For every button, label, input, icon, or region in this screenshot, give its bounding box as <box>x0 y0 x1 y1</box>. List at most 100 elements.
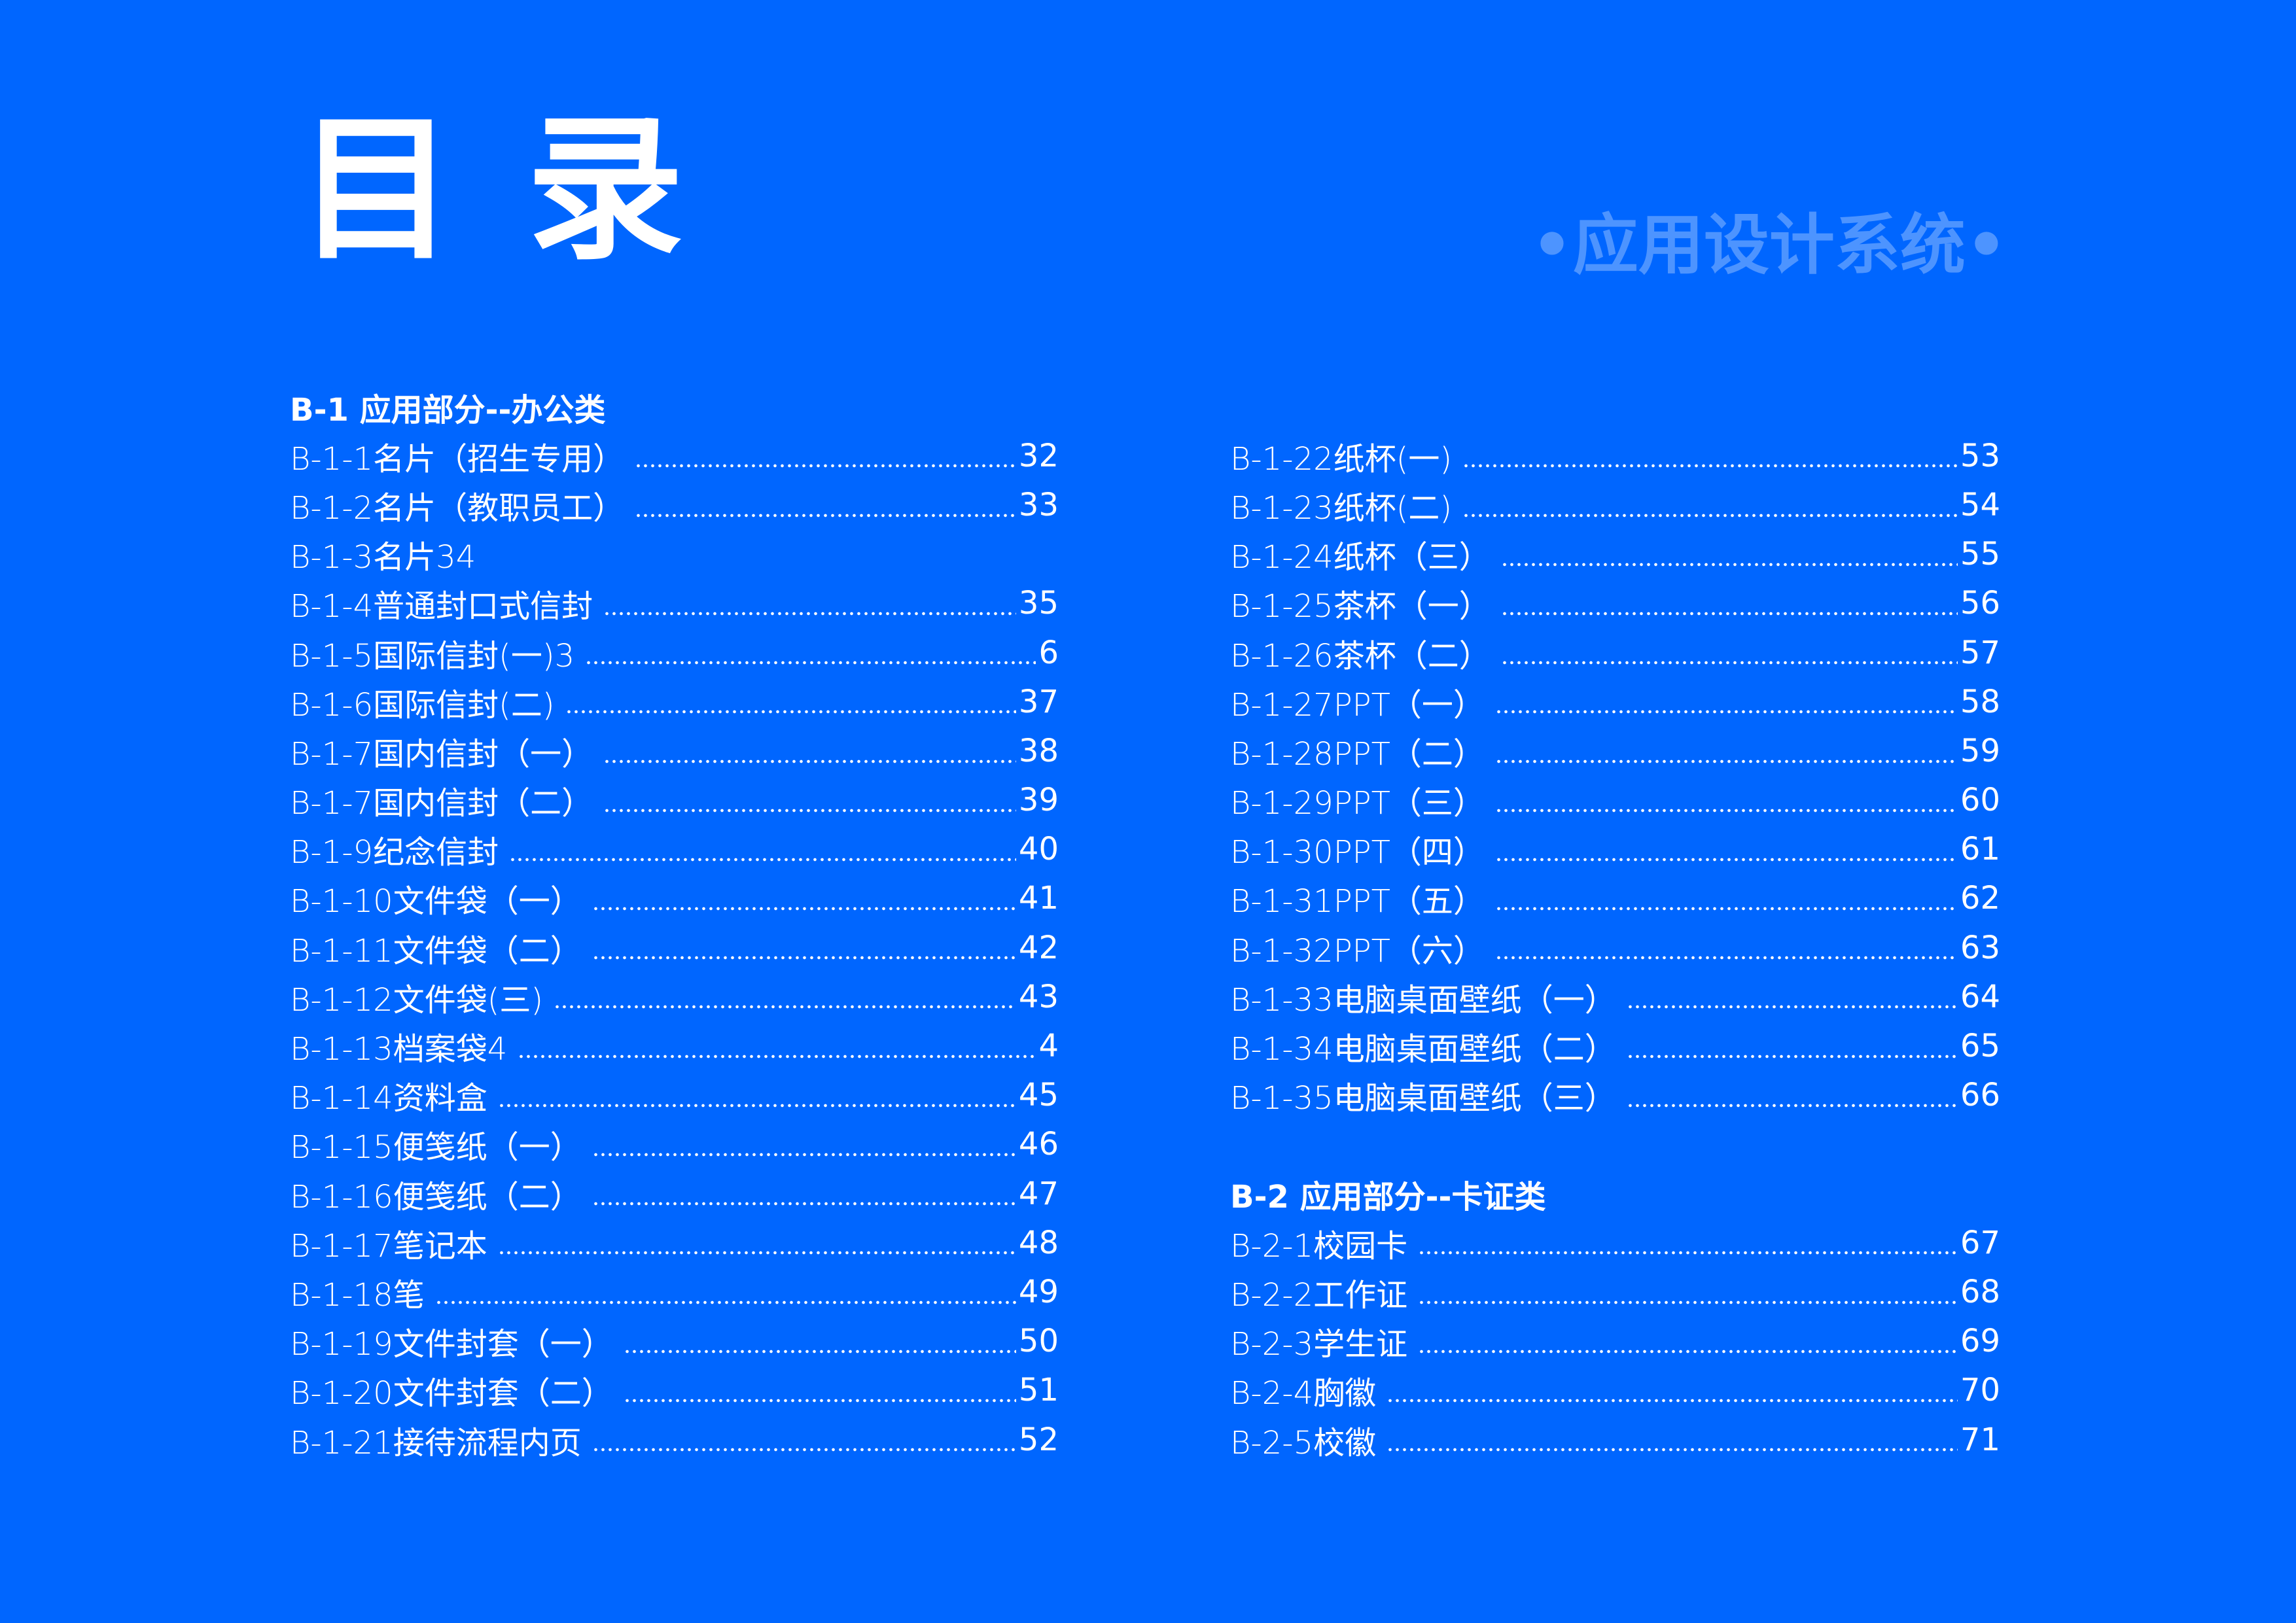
toc-entry-label: B-1-22纸杯(一) <box>1230 440 1453 478</box>
toc-entry[interactable]: B-1-35电脑桌面壁纸（三） 66 <box>1230 1071 2000 1120</box>
dot-leader <box>1386 1376 1958 1403</box>
toc-entry-page: 32 <box>1018 437 1059 474</box>
toc-entry-label: B-1-14资料盒 <box>290 1080 487 1117</box>
toc-entry-page: 33 <box>1018 486 1059 523</box>
toc-entry-page: 47 <box>1018 1175 1059 1212</box>
toc-entry[interactable]: B-1-17笔记本 48 <box>290 1218 1059 1267</box>
toc-entry-label: B-1-17笔记本 <box>290 1227 487 1265</box>
toc-entry[interactable]: B-1-5国际信封(一)3 6 <box>290 628 1059 677</box>
toc-entry-label: B-2-2工作证 <box>1230 1276 1408 1314</box>
toc-entry[interactable]: B-1-13档案袋4 4 <box>290 1021 1059 1070</box>
toc-entry[interactable]: B-1-2名片（教职员工） 33 <box>290 480 1059 529</box>
page-title: 目录 <box>298 98 756 281</box>
toc-entry[interactable]: B-1-14资料盒 45 <box>290 1071 1059 1120</box>
toc-entry-page: 50 <box>1018 1323 1059 1360</box>
toc-entry[interactable]: B-1-27PPT（一） 58 <box>1230 677 2000 726</box>
toc-entry-page: 62 <box>1960 880 2000 917</box>
toc-entry[interactable]: B-1-3名片34 <box>290 530 1059 579</box>
spacer <box>1230 1120 2000 1169</box>
toc-entry-page: 38 <box>1018 732 1059 769</box>
toc-entry-label: B-1-10文件袋（一） <box>290 883 582 920</box>
toc-column-right: B-1-22纸杯(一) 53 B-1-23纸杯(二) 54 B-1-24纸杯（三） 55 B… <box>1230 382 2000 1464</box>
toc-entry-label: B-1-29PPT（三） <box>1230 785 1485 822</box>
toc-entry-page: 42 <box>1018 929 1059 966</box>
dot-leader <box>635 442 1016 469</box>
dot-leader <box>1500 540 1958 567</box>
toc-entry[interactable]: B-1-9纪念信封 40 <box>290 825 1059 874</box>
toc-entry[interactable]: B-1-32PPT（六） 63 <box>1230 923 2000 972</box>
toc-entry-page: 67 <box>1960 1224 2000 1261</box>
toc-entry-page: 6 <box>1038 634 1059 671</box>
toc-entry-label: B-1-12文件袋(三) <box>290 981 544 1019</box>
toc-entry[interactable]: B-2-5校徽 71 <box>1230 1415 2000 1464</box>
dot-leader <box>565 688 1016 715</box>
toc-entry[interactable]: B-1-25茶杯（一） 56 <box>1230 579 2000 628</box>
toc-entry[interactable]: B-1-23纸杯(二) 54 <box>1230 480 2000 529</box>
dot-leader <box>1494 786 1958 813</box>
dot-leader <box>554 983 1016 1010</box>
toc-entry[interactable]: B-1-6国际信封(二) 37 <box>290 677 1059 726</box>
toc-entry[interactable]: B-1-26茶杯（二） 57 <box>1230 628 2000 677</box>
dot-leader <box>592 934 1016 961</box>
toc-entry-page: 4 <box>1038 1028 1059 1065</box>
toc-entry-label: B-1-20文件封套（二） <box>290 1375 613 1412</box>
toc-entry[interactable]: B-1-11文件袋（二） 42 <box>290 923 1059 972</box>
dot-leader <box>585 639 1036 666</box>
toc-entry[interactable]: B-2-2工作证 68 <box>1230 1267 2000 1316</box>
toc-entry[interactable]: B-1-22纸杯(一) 53 <box>1230 431 2000 480</box>
toc-entry[interactable]: B-1-4普通封口式信封 35 <box>290 579 1059 628</box>
toc-entry[interactable]: B-1-28PPT（二） 59 <box>1230 726 2000 775</box>
toc-entry[interactable]: B-1-24纸杯（三） 55 <box>1230 530 2000 579</box>
toc-entry[interactable]: B-1-30PPT（四） 61 <box>1230 825 2000 874</box>
toc-column-left: B-1 应用部分--办公类 B-1-1名片（招生专用） 32 B-1-2名片（教职员… <box>290 382 1059 1464</box>
toc-entry[interactable]: B-1-12文件袋(三) 43 <box>290 972 1059 1021</box>
toc-entry-page: 58 <box>1960 683 2000 720</box>
toc-entry-label: B-1-13档案袋4 <box>290 1031 508 1068</box>
toc-entry-page: 53 <box>1960 437 2000 474</box>
toc-entry-label: B-1-26茶杯（二） <box>1230 637 1491 674</box>
toc-entry[interactable]: B-2-3学生证 69 <box>1230 1317 2000 1366</box>
toc-entry-label: B-1-7国内信封（二） <box>290 785 593 822</box>
toc-entry-page: 71 <box>1960 1421 2000 1458</box>
toc-entry[interactable]: B-1-34电脑桌面壁纸（二） 65 <box>1230 1021 2000 1070</box>
dot-leader <box>592 1180 1016 1207</box>
dot-leader <box>1494 688 1958 715</box>
dot-leader <box>509 835 1016 862</box>
toc-entry-page: 54 <box>1960 486 2000 523</box>
toc-entry-label: B-1-7国内信封（一） <box>290 735 593 773</box>
toc-entry[interactable]: B-1-33电脑桌面壁纸（一） 64 <box>1230 972 2000 1021</box>
dot-leader <box>1626 983 1958 1010</box>
toc-entry[interactable]: B-1-31PPT（五） 62 <box>1230 874 2000 923</box>
toc-entry-page: 69 <box>1960 1323 2000 1360</box>
toc-entry[interactable]: B-1-15便笺纸（一） 46 <box>290 1120 1059 1169</box>
toc-entry-label: B-2-5校徽 <box>1230 1424 1377 1461</box>
toc-entry[interactable]: B-1-10文件袋（一） 41 <box>290 874 1059 923</box>
toc-entry-page: 37 <box>1018 683 1059 720</box>
dot-leader <box>1462 491 1958 518</box>
toc-entry[interactable]: B-1-19文件封套（一） 50 <box>290 1317 1059 1366</box>
dot-leader <box>1418 1327 1958 1354</box>
toc-entry[interactable]: B-2-1校园卡 67 <box>1230 1218 2000 1267</box>
toc-entry[interactable]: B-1-1名片（招生专用） 32 <box>290 431 1059 480</box>
toc-entry-page: 51 <box>1018 1372 1059 1409</box>
toc-entry-label: B-1-34电脑桌面壁纸（二） <box>1230 1031 1616 1068</box>
dot-leader <box>518 1032 1036 1059</box>
dot-leader <box>1626 1032 1958 1059</box>
toc-entry[interactable]: B-2-4胸徽 70 <box>1230 1366 2000 1415</box>
toc-entry[interactable]: B-1-29PPT（三） 60 <box>1230 776 2000 825</box>
toc-entry[interactable]: B-1-7国内信封（一） 38 <box>290 726 1059 775</box>
dot-leader <box>592 1426 1016 1453</box>
toc-entry-page: 63 <box>1960 929 2000 966</box>
toc-entry[interactable]: B-1-7国内信封（二） 39 <box>290 776 1059 825</box>
toc-entry-label: B-2-3学生证 <box>1230 1326 1408 1363</box>
toc-entry-label: B-1-6国际信封(二) <box>290 686 555 724</box>
toc-entry-label: B-1-19文件封套（一） <box>290 1326 613 1363</box>
toc-entry[interactable]: B-1-20文件封套（二） 51 <box>290 1366 1059 1415</box>
toc-entry[interactable]: B-1-21接待流程内页 52 <box>290 1415 1059 1464</box>
toc-entry[interactable]: B-1-16便笺纸（二） 47 <box>290 1169 1059 1218</box>
toc-entry-label: B-2-1校园卡 <box>1230 1227 1408 1265</box>
toc-entry[interactable]: B-1-18笔 49 <box>290 1267 1059 1316</box>
section-heading-b2: B-2 应用部分--卡证类 <box>1230 1178 1546 1215</box>
toc-entry-label: B-1-3名片34 <box>290 539 476 576</box>
toc-entry-label: B-1-23纸杯(二) <box>1230 489 1453 527</box>
